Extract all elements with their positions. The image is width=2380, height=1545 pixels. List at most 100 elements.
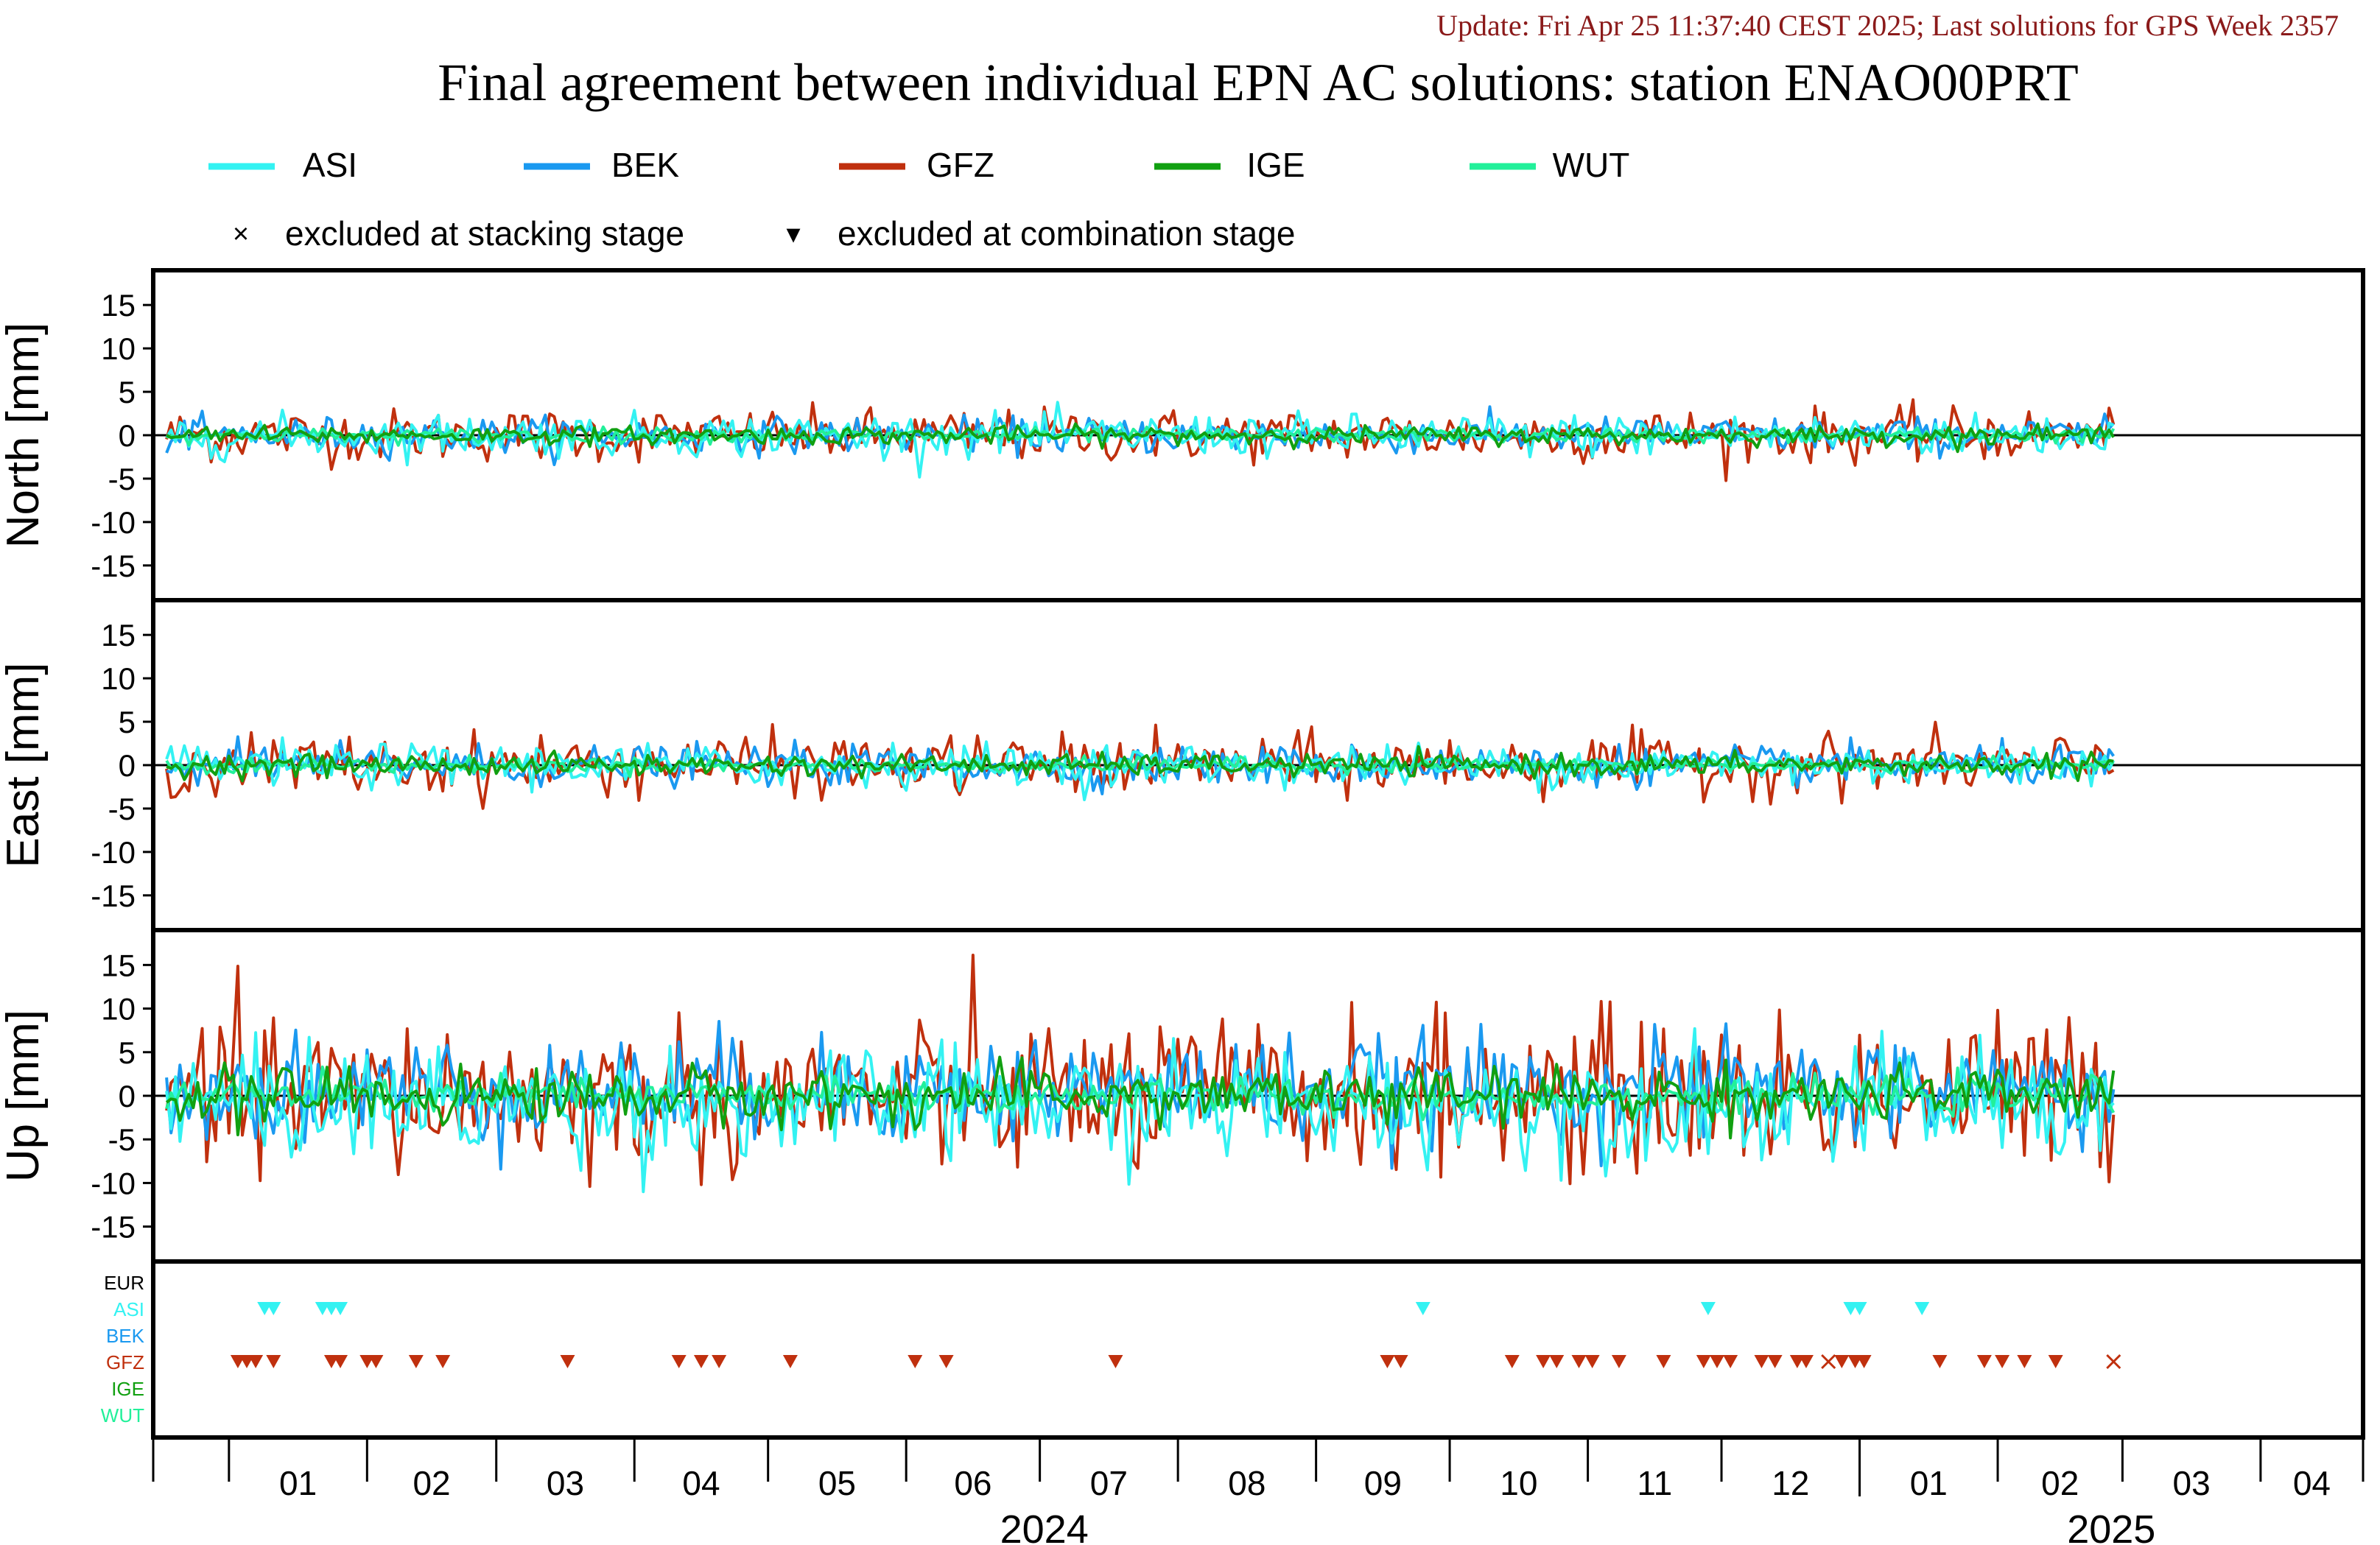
x-month-label: 06 [954, 1464, 991, 1502]
exclusion-marker-combination [1415, 1302, 1431, 1315]
exclusion-marker-combination [2017, 1355, 2032, 1368]
exclusion-marker-combination [408, 1355, 424, 1368]
exclusion-marker-combination [1380, 1355, 1395, 1368]
exclusion-marker-combination [1393, 1355, 1408, 1368]
y-tick-label: 15 [101, 948, 136, 982]
y-tick-label: 0 [119, 418, 136, 453]
exclusion-marker-combination [1798, 1355, 1814, 1368]
time-axis: 01 02 03 04 05 06 07 08 09 10 11 12 01 02 03 04 2024 2025 [152, 1437, 2365, 1545]
exclusion-marker-combination [938, 1355, 954, 1368]
up-panel: 15 10 5 0 -5 -10 -15 Up [mm] [0, 928, 2365, 1264]
x-month-label: 05 [818, 1464, 856, 1502]
exclusion-marker-combination [368, 1355, 384, 1368]
legend-label: WUT [1553, 146, 1630, 184]
exclusion-row-label: WUT [101, 1404, 144, 1426]
x-month-label: 03 [2173, 1464, 2211, 1502]
x-month-label: 12 [1772, 1464, 1809, 1502]
y-tick-label: -10 [91, 505, 136, 540]
exclusion-marker-combination [1536, 1355, 1551, 1368]
exclusion-row-label: EUR [104, 1272, 144, 1294]
x-month-label: 01 [1910, 1464, 1948, 1502]
exclusion-marker-combination [333, 1302, 348, 1315]
exclusion-marker-combination [1700, 1302, 1716, 1315]
exclusion-marker-combination [1976, 1355, 1992, 1368]
y-tick-label: -15 [91, 549, 136, 583]
exclusion-marker-combination [1709, 1355, 1724, 1368]
legend-label: GFZ [927, 146, 994, 184]
y-tick-label: 15 [101, 618, 136, 652]
y-tick-label: 5 [119, 1035, 136, 1070]
series-ige [165, 1055, 2116, 1140]
update-line: Update: Fri Apr 25 11:37:40 CEST 2025; L… [1436, 9, 2339, 42]
y-axis-label: East [mm] [0, 662, 49, 867]
x-month-label: 07 [1090, 1464, 1128, 1502]
x-month-label: 10 [1500, 1464, 1537, 1502]
exclusion-marker-combination [671, 1355, 687, 1368]
marker-legend-symbol: × [233, 219, 249, 250]
x-month-label: 04 [682, 1464, 720, 1502]
x-month-label: 01 [279, 1464, 317, 1502]
x-month-label: 08 [1228, 1464, 1266, 1502]
exclusion-marker-combination [693, 1355, 709, 1368]
exclusion-marker-combination [1723, 1355, 1738, 1368]
x-month-label: 04 [2293, 1464, 2331, 1502]
exclusion-marker-combination [908, 1355, 923, 1368]
exclusion-marker-combination [1656, 1355, 1671, 1368]
exclusion-marker-combination [782, 1355, 798, 1368]
x-month-label: 02 [2041, 1464, 2079, 1502]
exclusion-marker-combination [1754, 1355, 1769, 1368]
exclusion-row-label: GFZ [106, 1351, 144, 1373]
series-ige [166, 422, 2116, 454]
exclusion-marker-combination [266, 1355, 281, 1368]
y-tick-label: -5 [108, 1122, 136, 1157]
east-panel: 15 10 5 0 -5 -10 -15 East [mm] [0, 598, 2365, 932]
exclusion-marker-combination [1914, 1302, 1930, 1315]
exclusion-marker-combination [1852, 1302, 1867, 1315]
exclusion-row-label: ASI [113, 1298, 144, 1320]
exclusion-marker-combination [1584, 1355, 1600, 1368]
exclusion-marker-combination [266, 1302, 281, 1315]
x-year-label: 2024 [1000, 1507, 1089, 1545]
series-asi [165, 401, 2115, 479]
y-axis-label: North [mm] [0, 323, 49, 549]
y-tick-label: -10 [91, 1166, 136, 1200]
x-month-label: 02 [413, 1464, 450, 1502]
y-tick-label: 10 [101, 992, 136, 1027]
y-tick-label: -5 [108, 462, 136, 496]
y-tick-label: 5 [119, 705, 136, 739]
legend-label: ASI [303, 146, 357, 184]
exclusion-marker-combination [435, 1355, 451, 1368]
y-tick-label: 0 [119, 1079, 136, 1113]
x-month-label: 09 [1364, 1464, 1402, 1502]
y-tick-label: 10 [101, 331, 136, 366]
y-tick-label: 0 [119, 748, 136, 783]
x-month-label: 03 [547, 1464, 584, 1502]
y-tick-label: 5 [119, 375, 136, 409]
x-month-label: 11 [1637, 1464, 1672, 1502]
exclusion-marker-combination [248, 1355, 264, 1368]
exclusion-marker-combination [1767, 1355, 1783, 1368]
exclusion-row-label: BEK [106, 1325, 145, 1347]
exclusion-marker-combination [1108, 1355, 1123, 1368]
y-tick-label: -15 [91, 1210, 136, 1245]
exclusion-marker-combination [712, 1355, 727, 1368]
exclusion-marker-combination [2048, 1355, 2063, 1368]
y-tick-label: -10 [91, 835, 136, 870]
exclusion-row-label: IGE [111, 1378, 144, 1400]
series-asi [165, 1027, 2115, 1194]
exclusion-marker-combination [1549, 1355, 1565, 1368]
north-panel: 15 10 5 0 -5 -10 -15 North [mm] [0, 268, 2365, 602]
exclusion-marker-combination [333, 1355, 348, 1368]
exclusion-marker-combination [1995, 1355, 2010, 1368]
exclusion-marker-combination [1856, 1355, 1872, 1368]
exclusion-marker-combination [1611, 1355, 1626, 1368]
marker-legend: × excluded at stacking stage ▾ excluded at … [233, 214, 1296, 253]
exclusion-marker-stacking [1821, 1354, 1836, 1370]
panel-frame [151, 1259, 2365, 1440]
y-tick-label: -5 [108, 792, 136, 826]
legend-label: BEK [611, 146, 679, 184]
marker-legend-symbol: ▾ [786, 219, 800, 250]
legend-label: IGE [1246, 146, 1305, 184]
exclusion-marker-stacking [2106, 1354, 2121, 1370]
